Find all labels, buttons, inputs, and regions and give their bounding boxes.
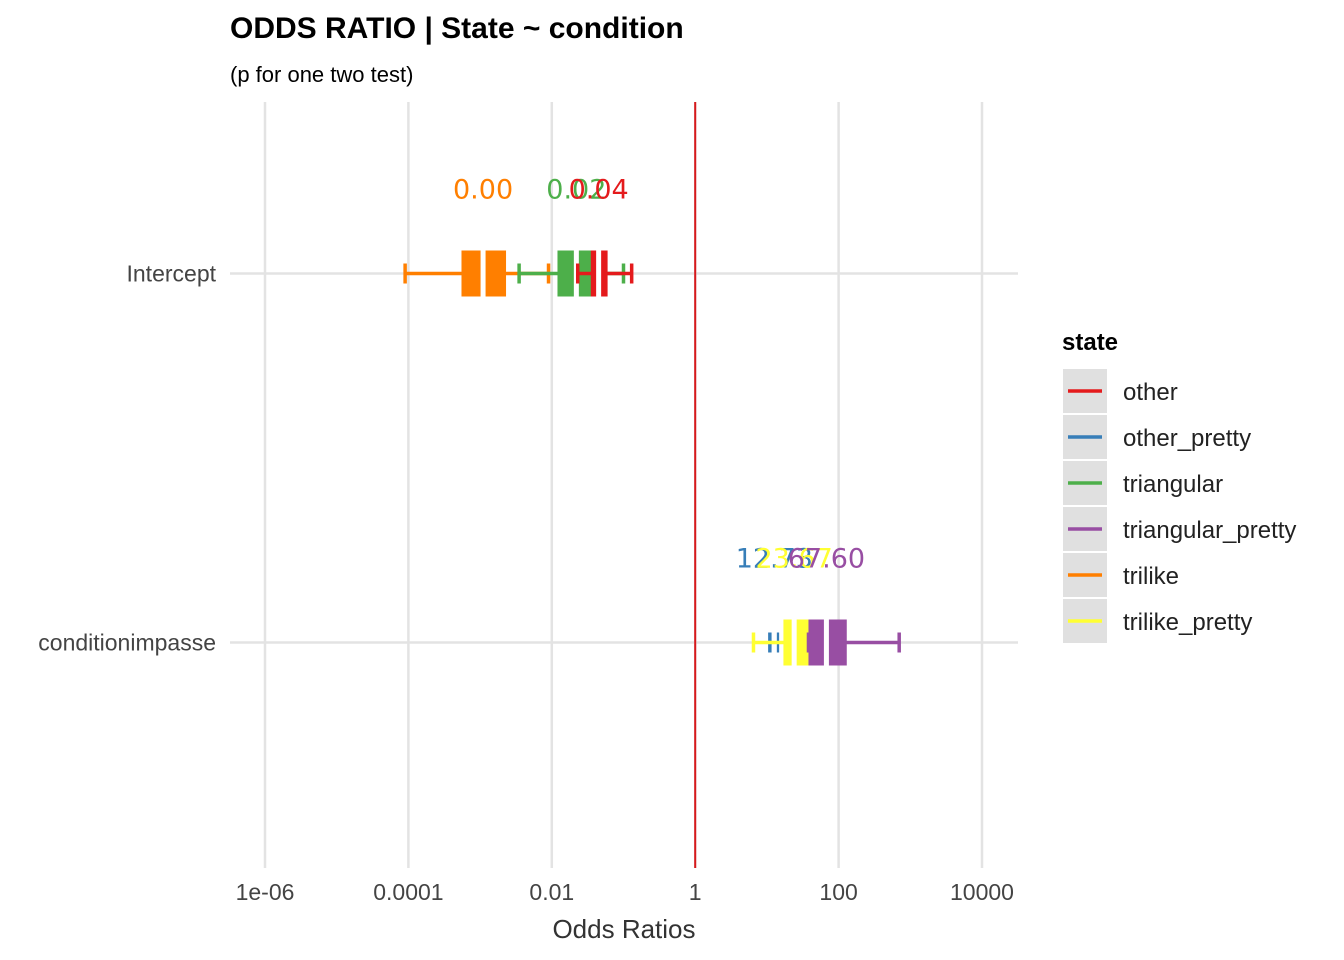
grid — [230, 102, 1018, 868]
data-label-trilike_pretty: 23.67 — [756, 544, 833, 575]
y-tick-label: conditionimpasse — [38, 630, 216, 656]
x-tick-label: 0.0001 — [373, 879, 443, 905]
x-axis-title: Odds Ratios — [552, 914, 695, 944]
y-tick-label: Intercept — [127, 261, 217, 287]
x-axis: 1e-06 0.0001 0.01 1 100 10000 — [236, 879, 1014, 905]
legend-title: state — [1062, 329, 1118, 356]
legend-label: trilike_pretty — [1123, 609, 1252, 636]
legend-label: trilike — [1123, 563, 1179, 590]
data-label-other_pretty: 12.73 — [736, 544, 813, 575]
x-tick-label: 1 — [689, 879, 702, 905]
data-label-triangular: 0.02 — [546, 175, 606, 206]
legend-label: other — [1123, 379, 1178, 406]
x-tick-label: 100 — [819, 879, 857, 905]
legend-label: triangular — [1123, 471, 1223, 498]
data-label-triangular_pretty: 67.60 — [788, 544, 865, 575]
data-label-trilike: 0.00 — [453, 175, 513, 206]
data-label-other: 0.04 — [569, 175, 629, 206]
legend-label: other_pretty — [1123, 425, 1251, 452]
legend-label: triangular_pretty — [1123, 517, 1296, 544]
plot-marks — [403, 250, 901, 666]
x-tick-label: 0.01 — [529, 879, 574, 905]
chart-title: ODDS RATIO | State ~ condition — [230, 12, 684, 45]
legend: state other other_pretty triangular triangu… — [1062, 329, 1296, 643]
x-tick-label: 1e-06 — [236, 879, 295, 905]
x-tick-label: 10000 — [950, 879, 1014, 905]
y-axis: Intercept conditionimpasse — [38, 261, 216, 656]
chart-subtitle: (p for one two test) — [230, 62, 413, 87]
